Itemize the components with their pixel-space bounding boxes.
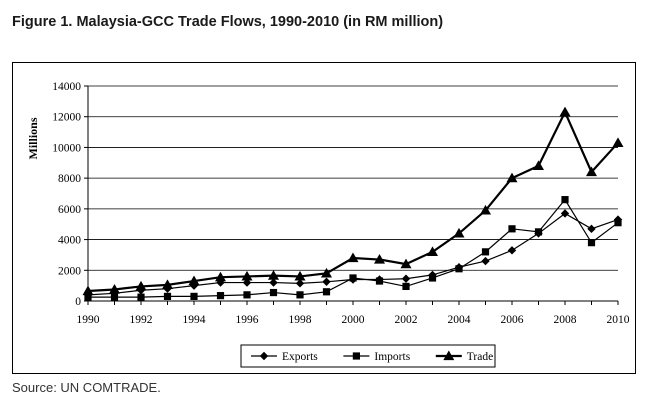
axes: [87, 86, 619, 305]
legend-label: Imports: [374, 351, 410, 363]
plot-area: [88, 86, 618, 301]
y-tick-label: 12000: [52, 112, 81, 124]
legend-label: Trade: [467, 351, 493, 363]
y-axis-label: Millions: [26, 117, 40, 159]
imports-point: [508, 225, 516, 233]
legend-item-exports: Exports: [251, 351, 318, 363]
legend-item-imports: Imports: [343, 351, 411, 363]
trade-point: [506, 172, 518, 183]
imports-point: [110, 293, 119, 301]
trade-point: [400, 258, 412, 269]
trade-point: [586, 166, 597, 177]
trade-point: [427, 246, 438, 256]
trade-point: [215, 271, 226, 282]
y-tick-label: 6000: [58, 204, 81, 216]
trade-point: [188, 275, 200, 286]
trade-point: [241, 270, 253, 281]
y-tick-label: 10000: [52, 142, 81, 154]
y-tick-label: 2000: [58, 265, 81, 277]
line-chart: 0 2000 4000 6000 8000 10000 12000 14000 1990 1992…: [26, 81, 630, 368]
tick-labels: 0 2000 4000 6000 8000 10000 12000 14000 1990 1992…: [52, 81, 630, 326]
series-imports: [84, 196, 622, 301]
x-tick-label: 2006: [501, 314, 524, 326]
legend-item-trade: Trade: [435, 350, 493, 363]
trade-point: [374, 254, 385, 264]
legend-marker: [259, 351, 269, 361]
exports-point: [295, 279, 305, 288]
imports-point: [375, 277, 384, 285]
x-tick-label: 1990: [77, 314, 100, 326]
chart-frame: 0 2000 4000 6000 8000 10000 12000 14000 1990 1992…: [12, 62, 636, 374]
trade-point: [347, 252, 359, 263]
trade-point: [321, 267, 332, 278]
imports-point: [587, 239, 596, 247]
x-tick-label: 2004: [448, 314, 471, 326]
legend-label: Exports: [282, 351, 318, 363]
x-tick-label: 1998: [289, 314, 312, 326]
x-tick-label: 2008: [554, 314, 577, 326]
imports-point: [84, 293, 92, 301]
y-tick-label: 8000: [58, 173, 81, 185]
imports-point: [269, 288, 278, 297]
exports-point: [507, 246, 517, 255]
imports-point: [455, 265, 463, 273]
trade-point: [480, 204, 491, 215]
series-group: [82, 106, 624, 301]
x-tick-label: 1994: [183, 314, 206, 326]
exports-point: [269, 278, 278, 287]
imports-point: [349, 274, 357, 282]
trade-point: [559, 106, 571, 117]
exports-point: [587, 224, 596, 234]
imports-point: [481, 248, 490, 256]
imports-point: [243, 291, 251, 299]
exports-point: [481, 256, 490, 266]
imports-point: [534, 228, 543, 236]
trade-point: [135, 280, 147, 291]
trade-point: [453, 227, 465, 238]
legend-marker: [443, 350, 455, 361]
x-tick-label: 2002: [395, 314, 418, 326]
y-tick-label: 0: [75, 296, 81, 308]
x-tick-label: 1992: [130, 314, 153, 326]
x-tick-label: 2000: [342, 314, 365, 326]
trade-point: [162, 279, 173, 289]
x-tick-label: 1996: [236, 314, 259, 326]
imports-point: [163, 292, 172, 300]
imports-point: [296, 291, 304, 299]
imports-point: [614, 219, 622, 227]
trade-point: [533, 160, 544, 170]
imports-point: [428, 274, 437, 282]
trade-point: [268, 270, 279, 280]
imports-point: [216, 292, 225, 300]
imports-point: [190, 292, 198, 300]
imports-point: [322, 288, 331, 296]
imports-point: [137, 293, 145, 301]
y-tick-label: 4000: [58, 235, 81, 247]
trade-point: [109, 283, 120, 294]
trade-point: [294, 270, 306, 281]
gridlines: [84, 85, 618, 302]
imports-point: [561, 196, 569, 204]
y-tick-label: 14000: [52, 81, 81, 93]
exports-point: [560, 209, 570, 218]
source-note: Source: UN COMTRADE.: [12, 380, 161, 395]
legend: Exports Imports Trade: [240, 344, 496, 368]
series-trade: [82, 106, 624, 296]
figure-title: Figure 1. Malaysia-GCC Trade Flows, 1990…: [12, 14, 444, 30]
legend-marker: [352, 352, 360, 360]
trade-point: [82, 285, 94, 296]
exports-point: [322, 277, 331, 287]
plot-background: [88, 86, 618, 301]
imports-point: [402, 282, 410, 291]
trade-point: [612, 137, 624, 147]
x-tick-label: 2010: [607, 314, 630, 326]
